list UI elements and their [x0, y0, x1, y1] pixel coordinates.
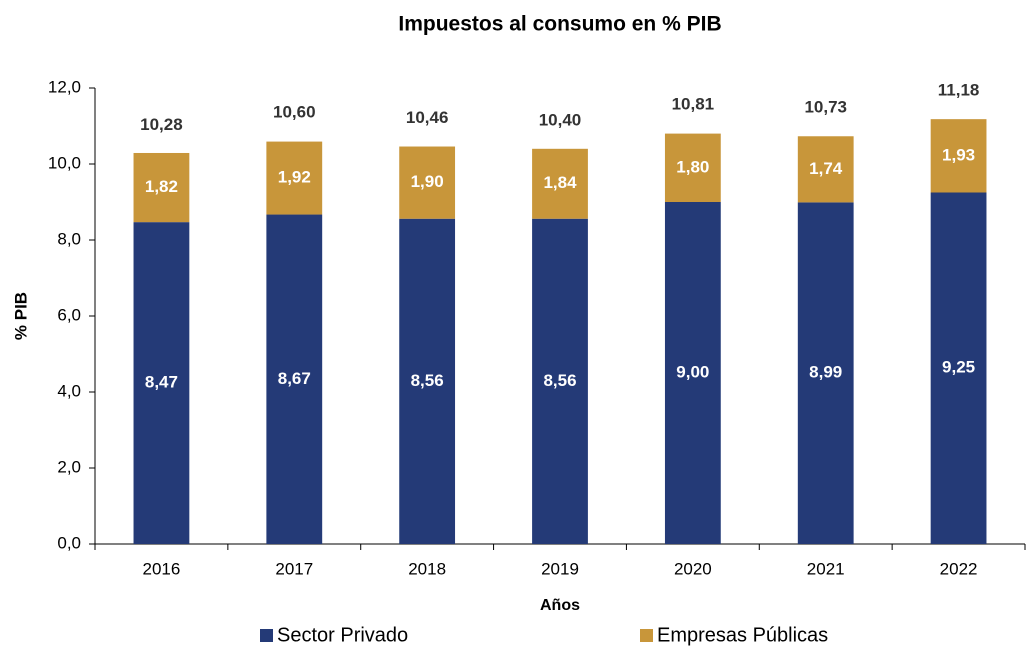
- x-tick-label: 2018: [408, 559, 446, 578]
- total-label: 10,60: [273, 103, 316, 122]
- total-label: 11,18: [938, 81, 980, 100]
- value-label: 1,74: [809, 159, 843, 178]
- bar-segment: [399, 218, 456, 544]
- total-label: 10,28: [140, 115, 183, 134]
- bar-segment: [532, 148, 588, 219]
- y-tick-label: 10,0: [48, 153, 81, 172]
- y-tick-label: 12,0: [48, 77, 81, 96]
- value-label: 8,56: [411, 371, 444, 390]
- value-label: 1,82: [145, 177, 178, 196]
- value-label: 8,67: [278, 369, 311, 388]
- total-label: 10,81: [672, 95, 715, 114]
- bar-segment: [532, 218, 588, 544]
- bar-segment: [133, 152, 190, 223]
- y-axis-label: % PIB: [11, 292, 30, 340]
- x-axis-label: Años: [540, 597, 580, 614]
- legend-label: Empresas Públicas: [657, 624, 828, 646]
- value-label: 8,99: [809, 363, 842, 382]
- y-tick-label: 4,0: [57, 381, 81, 400]
- legend-swatch: [640, 629, 653, 642]
- value-label: 8,47: [145, 373, 178, 392]
- x-tick-label: 2019: [541, 559, 579, 578]
- bar-segment: [133, 222, 190, 544]
- bar-segment: [930, 119, 987, 193]
- value-label: 9,25: [942, 358, 975, 377]
- y-tick-label: 0,0: [57, 533, 81, 552]
- value-label: 1,80: [676, 157, 709, 176]
- value-label: 9,00: [676, 362, 709, 381]
- x-tick-label: 2022: [940, 559, 978, 578]
- x-tick-label: 2021: [807, 559, 845, 578]
- legend-label: Sector Privado: [277, 624, 408, 646]
- bar-segment: [797, 136, 854, 203]
- x-tick-label: 2017: [275, 559, 313, 578]
- y-tick-label: 8,0: [57, 229, 81, 248]
- y-tick-label: 6,0: [57, 305, 81, 324]
- total-label: 10,46: [406, 108, 449, 127]
- bar-segment: [266, 141, 323, 215]
- bar-segment: [664, 202, 721, 544]
- bar-segment: [266, 214, 323, 545]
- x-tick-label: 2016: [143, 559, 181, 578]
- x-tick-label: 2020: [674, 559, 712, 578]
- bar-segment: [664, 133, 721, 202]
- total-label: 10,73: [804, 98, 847, 117]
- bar-segment: [399, 146, 456, 219]
- value-label: 1,92: [278, 168, 311, 187]
- value-label: 8,56: [543, 371, 576, 390]
- total-label: 10,40: [539, 110, 582, 129]
- value-label: 1,93: [942, 145, 975, 164]
- value-label: 1,90: [411, 172, 444, 191]
- value-label: 1,84: [543, 173, 577, 192]
- chart-title: Impuestos al consumo en % PIB: [398, 13, 721, 36]
- bar-segment: [930, 192, 987, 544]
- bar-segment: [797, 202, 854, 544]
- y-tick-label: 2,0: [57, 457, 81, 476]
- legend-swatch: [260, 629, 273, 642]
